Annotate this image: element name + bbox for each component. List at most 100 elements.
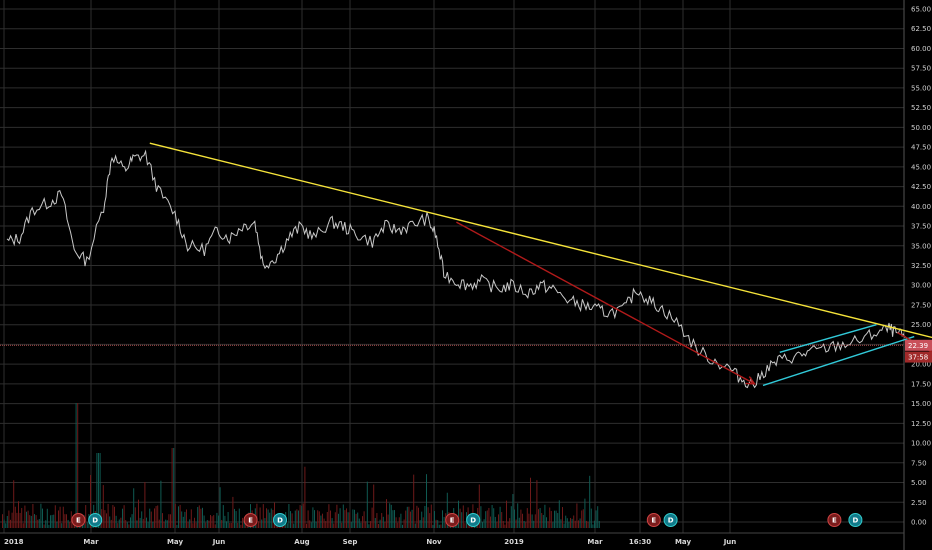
cyan-channel-lower[interactable] (762, 335, 915, 387)
volume-bar (517, 503, 519, 528)
volume-bar (355, 513, 357, 528)
volume-bar (123, 505, 125, 528)
y-tick-label: 62.50 (911, 25, 931, 33)
volume-bar (536, 480, 538, 528)
volume-bar (133, 488, 135, 528)
y-tick-label: 25.00 (911, 321, 931, 329)
volume-bar (392, 510, 394, 528)
volume-bar (118, 519, 120, 528)
volume-bar (8, 510, 10, 528)
y-tick-label: 57.50 (911, 65, 931, 73)
volume-bar (325, 521, 327, 528)
y-axis: 65.00 62.50 60.00 57.50 55.00 52.50 50.00 47.50… (911, 6, 931, 527)
volume-bar (11, 512, 13, 528)
volume-bar (438, 524, 440, 528)
volume-bar (40, 503, 42, 528)
chart-grid (0, 0, 905, 550)
volume-bar (574, 520, 576, 528)
volume-bar (389, 503, 391, 528)
price-tag: 37:58 (905, 351, 932, 363)
yellow-descending-resistance[interactable] (149, 142, 932, 380)
volume-bar (213, 515, 215, 528)
volume-bar (326, 511, 328, 528)
cyan-channel-upper[interactable] (779, 324, 877, 353)
x-tick-label: Mar (83, 538, 99, 546)
volume-bar (565, 515, 567, 528)
dividend-badge[interactable]: D (848, 513, 863, 527)
volume-bar (189, 519, 191, 528)
volume-bar (405, 510, 407, 528)
red-arrow-down-1[interactable] (456, 221, 755, 385)
volume-bar (296, 509, 298, 528)
volume-bar (429, 513, 431, 528)
y-tick-label: 0.00 (911, 519, 927, 527)
volume-bar (162, 513, 163, 528)
volume-bar (240, 524, 242, 528)
volume-bar (112, 505, 114, 528)
volume-bar (13, 480, 15, 528)
volume-bar (181, 511, 183, 528)
volume-bar (30, 515, 32, 528)
volume-bar (115, 515, 117, 528)
volume-bar (3, 519, 5, 528)
x-tick-label: 2019 (504, 538, 524, 546)
volume-bar (202, 507, 203, 528)
y-tick-label: 55.00 (911, 84, 931, 92)
badge-label: E (248, 517, 253, 525)
volume-bar (514, 509, 515, 528)
earnings-badge[interactable]: E (71, 513, 86, 527)
earnings-badge[interactable]: E (445, 513, 460, 527)
price-tag: 22.39 (905, 339, 932, 351)
volume-bar (142, 518, 144, 528)
volume-bar (586, 520, 587, 528)
volume-bar (134, 507, 136, 528)
dividend-badge[interactable]: D (88, 513, 103, 527)
volume-bar (262, 504, 264, 528)
volume-bar (563, 523, 565, 528)
dividend-badge[interactable]: D (466, 513, 481, 527)
volume-bar (330, 510, 331, 528)
volume-bar (398, 517, 400, 528)
volume-bar (294, 510, 296, 528)
earnings-badge[interactable]: E (243, 513, 258, 527)
volume-bar (541, 512, 543, 528)
volume-bar (478, 484, 480, 528)
y-tick-label: 50.00 (911, 124, 931, 132)
volume-bar (270, 508, 272, 528)
volume-bar (515, 519, 517, 528)
volume-bar (32, 503, 34, 528)
volume-bar (141, 511, 143, 528)
volume-bar (501, 512, 503, 528)
volume-bar (507, 521, 509, 528)
volume-bar (526, 508, 528, 528)
volume-bar (352, 509, 354, 528)
y-tick-label: 7.50 (911, 459, 927, 467)
volume-bar (493, 508, 495, 528)
volume-bar (498, 514, 499, 528)
dividend-badge[interactable]: D (663, 513, 678, 527)
volume-bar (195, 522, 197, 528)
volume-bar (216, 512, 218, 528)
volume-bar (366, 481, 368, 528)
dividend-badge[interactable]: D (273, 513, 287, 527)
volume-bar (157, 505, 159, 528)
volume-bar (354, 509, 355, 528)
earnings-badge[interactable]: E (827, 513, 842, 527)
earnings-badge[interactable]: E (646, 513, 661, 527)
badge-circle (646, 513, 661, 527)
y-tick-label: 35.00 (911, 242, 931, 250)
volume-bar (328, 504, 330, 528)
volume-bar (442, 510, 443, 528)
volume-bar (437, 520, 439, 528)
volume-bar (499, 506, 501, 528)
volume-bar (432, 524, 434, 528)
volume-bar (461, 512, 463, 528)
volume-bar (272, 509, 274, 528)
volume-bar (144, 481, 146, 528)
volume-bar (173, 448, 175, 528)
volume-bar (483, 519, 485, 528)
volume-bar (128, 524, 130, 528)
volume-bar (528, 513, 530, 528)
volume-bar (387, 514, 389, 528)
